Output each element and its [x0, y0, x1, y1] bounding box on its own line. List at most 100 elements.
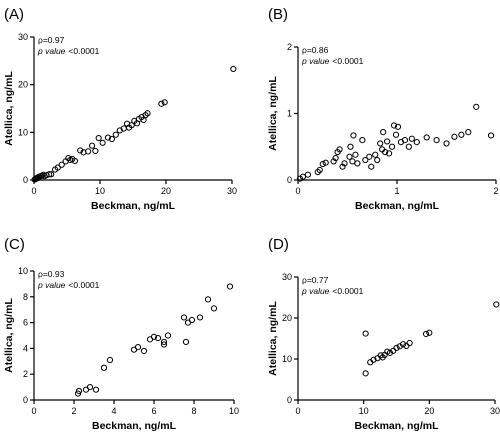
y-tick-label: 20 — [18, 80, 28, 90]
data-point — [230, 65, 237, 73]
y-tick-label: 6 — [23, 318, 28, 328]
data-point — [422, 330, 430, 338]
x-tick-label: 10 — [95, 186, 105, 196]
y-tick-label: 1 — [287, 109, 292, 119]
data-point — [350, 132, 357, 139]
data-point — [48, 171, 55, 178]
data-point — [423, 134, 430, 141]
p-value-annotation: p value <0.0001 — [37, 46, 100, 56]
data-point — [71, 157, 79, 165]
y-tick-label: 20 — [282, 313, 292, 323]
data-point — [339, 163, 346, 170]
y-tick-label: 0 — [23, 395, 28, 405]
data-point — [390, 122, 398, 129]
x-tick-label: 10 — [359, 406, 369, 416]
data-point — [451, 133, 458, 140]
x-axis-title: Beckman, ng/mL — [92, 420, 177, 432]
data-point — [493, 301, 500, 308]
data-point — [226, 283, 234, 290]
y-tick-label: 2 — [23, 369, 28, 379]
data-point — [336, 146, 343, 153]
y-tick-label: 8 — [23, 292, 28, 302]
x-tick-label: 20 — [424, 406, 434, 416]
x-tick-label: 0 — [295, 186, 300, 196]
data-point — [161, 99, 168, 106]
x-tick-label: 1 — [394, 186, 399, 196]
y-axis-title: Atellica, ng/mL — [267, 301, 279, 376]
rho-annotation: ρ=0.93 — [38, 269, 65, 279]
data-point — [46, 171, 53, 178]
x-axis-title: Beckman, ng/mL — [355, 200, 440, 212]
data-point — [58, 161, 65, 168]
data-point — [182, 338, 190, 346]
data-point — [99, 139, 106, 146]
data-point — [204, 296, 212, 303]
panel-label: (A) — [4, 6, 24, 23]
data-point — [362, 330, 369, 337]
data-point — [382, 148, 389, 156]
x-tick-label: 8 — [191, 406, 196, 416]
y-tick-label: 2 — [287, 42, 292, 52]
data-point — [106, 356, 114, 364]
x-tick-label: 30 — [490, 406, 500, 416]
x-axis-title: Beckman, ng/mL — [354, 420, 439, 432]
data-point — [164, 332, 172, 339]
data-point — [160, 341, 168, 348]
data-point — [92, 386, 100, 393]
data-point — [359, 137, 366, 144]
data-point — [316, 166, 323, 174]
x-tick-label: 0 — [295, 406, 300, 416]
data-point — [384, 138, 391, 145]
data-point — [341, 160, 348, 167]
data-point — [393, 344, 400, 352]
data-point — [180, 314, 188, 321]
p-value-number: <0.0001 — [332, 286, 363, 296]
data-point — [188, 316, 196, 324]
scatter-panel-1: (A) 0 10 20 30 0 10 20 30 Beckman, ng/mL Atellica,… — [3, 6, 237, 212]
data-point — [347, 143, 354, 150]
data-point — [349, 158, 356, 165]
y-tick-label: 30 — [18, 32, 28, 42]
data-point — [112, 131, 119, 138]
data-point — [108, 135, 115, 143]
y-axis-title: Atellica, ng/mL — [3, 298, 15, 373]
p-value-number: <0.0001 — [68, 46, 99, 56]
scatter-panel-4: (D) 0 10 20 30 0 10 20 30 Beckman, ng/mL Atellica,… — [267, 236, 500, 432]
data-point — [319, 160, 326, 168]
data-point — [388, 143, 396, 150]
data-point — [370, 356, 377, 363]
y-tick-label: 10 — [282, 354, 292, 364]
data-point — [304, 171, 311, 178]
data-point — [77, 147, 84, 154]
p-value-annotation: p value <0.0001 — [301, 286, 364, 296]
data-point — [196, 314, 204, 321]
panel-label: (D) — [268, 236, 289, 253]
data-point — [150, 333, 158, 340]
data-point — [405, 143, 412, 150]
data-point — [322, 159, 329, 166]
rho-annotation: ρ=0.86 — [302, 45, 329, 55]
data-point — [380, 129, 387, 136]
data-point — [332, 154, 339, 162]
data-point — [104, 134, 112, 141]
p-value-label: p value — [37, 280, 66, 290]
y-axis-title: Atellica, ng/mL — [267, 76, 279, 151]
data-point — [443, 140, 450, 147]
y-tick-label: 10 — [18, 266, 28, 276]
rho-annotation: ρ=0.97 — [38, 35, 65, 45]
x-tick-label: 10 — [229, 406, 239, 416]
p-value-number: <0.0001 — [332, 56, 363, 66]
data-point — [95, 134, 102, 142]
data-point — [154, 334, 162, 342]
data-point — [401, 137, 409, 144]
data-point — [487, 132, 495, 139]
panel-label: (B) — [268, 6, 288, 23]
data-point — [85, 148, 92, 155]
data-point — [92, 147, 99, 155]
scatter-panel-2: (B) 0 1 2 0 1 2 Beckman, ng/mL Atellica, ng/mL ρ=… — [267, 6, 499, 212]
data-point — [372, 151, 379, 158]
data-point — [134, 344, 142, 351]
y-tick-label: 0 — [287, 395, 292, 405]
y-tick-label: 4 — [23, 343, 28, 353]
